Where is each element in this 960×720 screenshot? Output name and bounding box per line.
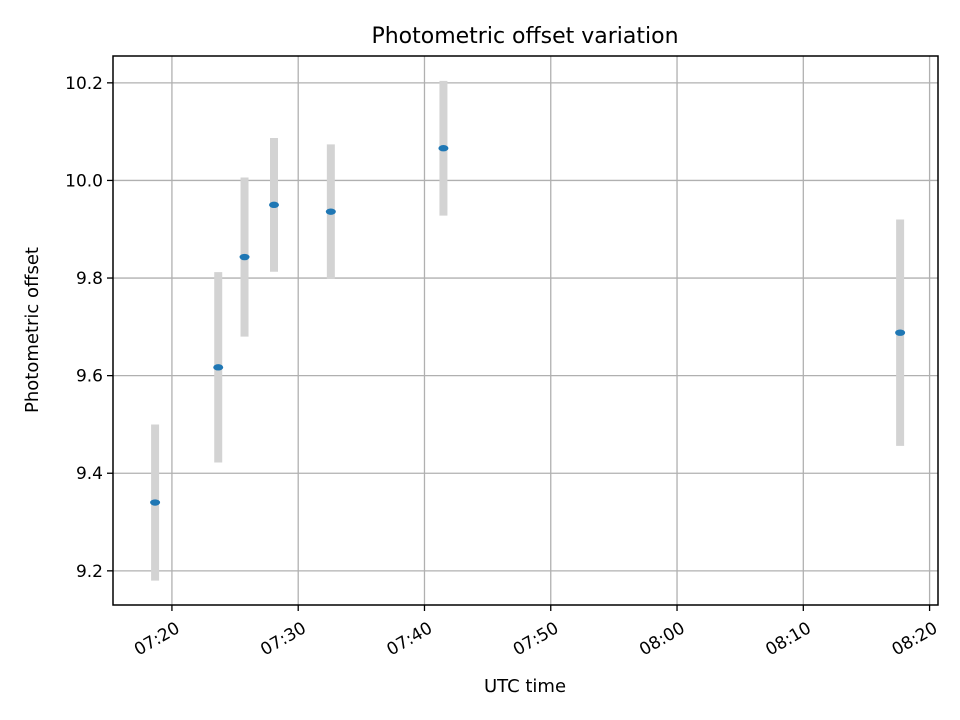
y-tick-label: 9.2 <box>76 562 103 582</box>
y-tick-label: 9.4 <box>76 464 103 484</box>
y-axis-label: Photometric offset <box>22 247 43 413</box>
y-tick-label: 9.6 <box>76 367 103 387</box>
data-point <box>213 364 224 371</box>
plot-frame <box>112 55 939 606</box>
data-point <box>438 145 449 152</box>
data-point <box>895 329 906 336</box>
y-axis-ticks: 9.2 9.4 9.6 9.8 10.0 10.2 <box>65 74 113 582</box>
chart-title: Photometric offset variation <box>371 24 678 49</box>
y-tick-label: 10.2 <box>65 74 103 94</box>
data-point <box>269 201 280 209</box>
data-point <box>150 499 161 506</box>
y-tick-label: 10.0 <box>65 171 103 191</box>
data-points <box>150 145 906 506</box>
x-axis-label: UTC time <box>484 676 566 697</box>
data-point <box>325 208 336 215</box>
grid-lines <box>113 56 938 605</box>
y-tick-label: 9.8 <box>76 269 103 289</box>
data-point <box>239 253 250 261</box>
